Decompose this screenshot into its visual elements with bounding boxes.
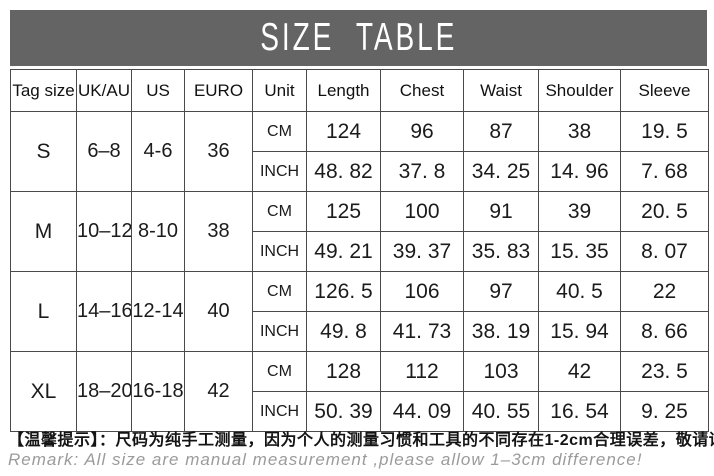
cell-s-inch-chest: 37. 8 (380, 151, 464, 192)
cell-xl-inch-waist: 40. 55 (463, 391, 539, 432)
cell-s-cm-shoulder: 38 (538, 111, 621, 152)
cell-m-inch-length: 49. 21 (306, 231, 381, 272)
row-m-inch: INCH 49. 21 39. 37 35. 83 15. 35 8. 07 (11, 231, 709, 272)
row-xl-inch: INCH 50. 39 44. 09 40. 55 16. 54 9. 25 (11, 391, 709, 432)
cell-xl-inch-unit: INCH (252, 391, 307, 432)
cell-xl-inch-length: 50. 39 (306, 391, 381, 432)
cell-m-cm-waist: 91 (463, 191, 539, 232)
cell-l-cm-chest: 106 (380, 271, 464, 312)
cell-s-inch-shoulder: 14. 96 (538, 151, 621, 192)
cell-l-inch-unit: INCH (252, 311, 307, 352)
header-us: US (131, 69, 185, 112)
cell-m-euro: 38 (184, 191, 253, 272)
header-chest: Chest (380, 69, 464, 112)
cell-l-tag: L (10, 271, 77, 352)
cell-l-inch-length: 49. 8 (306, 311, 381, 352)
row-s-inch: INCH 48. 82 37. 8 34. 25 14. 96 7. 68 (11, 151, 709, 192)
cell-s-ukau: 6–8 (76, 111, 132, 192)
cell-s-euro: 36 (184, 111, 253, 192)
cell-m-cm-sleeve: 20. 5 (620, 191, 709, 232)
header-unit: Unit (252, 69, 307, 112)
remark-english: Remark: All size are manual measurement … (8, 450, 643, 469)
row-xl-cm: XL 18–20 16-18 42 CM 128 112 103 42 23. … (10, 351, 709, 432)
cell-l-cm-waist: 97 (463, 271, 539, 312)
notice-chinese: 【温馨提示】：尺码为纯手工测量，因为个人的测量习惯和工具的不同存在1-2cm合理… (8, 432, 714, 449)
cell-l-cm-unit: CM (252, 271, 307, 312)
cell-s-tag: S (10, 111, 77, 192)
cell-l-cm-sleeve: 22 (620, 271, 709, 312)
cell-s-inch-unit: INCH (252, 151, 307, 192)
size-table: Tag size UK/AU US EURO Unit Length Chest… (10, 69, 709, 432)
cell-s-us: 4-6 (131, 111, 185, 192)
cell-xl-euro: 42 (184, 351, 253, 432)
cell-s-cm-chest: 96 (380, 111, 464, 152)
cell-xl-cm-waist: 103 (463, 351, 539, 392)
cell-s-cm-length: 124 (306, 111, 381, 152)
row-l-inch: INCH 49. 8 41. 73 38. 19 15. 94 8. 66 (11, 311, 709, 352)
cell-s-cm-waist: 87 (463, 111, 539, 152)
cell-m-inch-waist: 35. 83 (463, 231, 539, 272)
row-m-cm: M 10–12 8-10 38 CM 125 100 91 39 20. 5 (10, 191, 709, 272)
cell-m-inch-shoulder: 15. 35 (538, 231, 621, 272)
header-row: Tag size UK/AU US EURO Unit Length Chest… (10, 69, 709, 112)
cell-xl-cm-chest: 112 (380, 351, 464, 392)
header-uk-au: UK/AU (76, 69, 132, 112)
cell-l-inch-chest: 41. 73 (380, 311, 464, 352)
page-title: SIZE TABLE (260, 16, 457, 59)
cell-xl-cm-length: 128 (306, 351, 381, 392)
cell-m-cm-shoulder: 39 (538, 191, 621, 232)
cell-m-cm-chest: 100 (380, 191, 464, 232)
cell-xl-inch-sleeve: 9. 25 (620, 391, 709, 432)
cell-l-cm-length: 126. 5 (306, 271, 381, 312)
cell-s-inch-sleeve: 7. 68 (620, 151, 709, 192)
cell-s-inch-length: 48. 82 (306, 151, 381, 192)
title-bar: SIZE TABLE (10, 10, 707, 66)
row-s-cm: S 6–8 4-6 36 CM 124 96 87 38 19. 5 (10, 111, 709, 192)
header-waist: Waist (463, 69, 539, 112)
cell-l-us: 12-14 (131, 271, 185, 352)
cell-m-ukau: 10–12 (76, 191, 132, 272)
cell-l-euro: 40 (184, 271, 253, 352)
cell-m-cm-unit: CM (252, 191, 307, 232)
row-l-cm: L 14–16 12-14 40 CM 126. 5 106 97 40. 5 … (10, 271, 709, 352)
cell-xl-cm-unit: CM (252, 351, 307, 392)
cell-xl-us: 16-18 (131, 351, 185, 432)
cell-s-cm-unit: CM (252, 111, 307, 152)
cell-s-inch-waist: 34. 25 (463, 151, 539, 192)
cell-m-tag: M (10, 191, 77, 272)
header-length: Length (306, 69, 381, 112)
cell-xl-inch-chest: 44. 09 (380, 391, 464, 432)
cell-xl-cm-shoulder: 42 (538, 351, 621, 392)
header-euro: EURO (184, 69, 253, 112)
cell-m-cm-length: 125 (306, 191, 381, 232)
cell-m-us: 8-10 (131, 191, 185, 272)
cell-l-ukau: 14–16 (76, 271, 132, 352)
cell-m-inch-chest: 39. 37 (380, 231, 464, 272)
header-shoulder: Shoulder (538, 69, 621, 112)
cell-s-cm-sleeve: 19. 5 (620, 111, 709, 152)
cell-xl-cm-sleeve: 23. 5 (620, 351, 709, 392)
cell-xl-tag: XL (10, 351, 77, 432)
cell-l-inch-shoulder: 15. 94 (538, 311, 621, 352)
header-sleeve: Sleeve (620, 69, 709, 112)
cell-l-cm-shoulder: 40. 5 (538, 271, 621, 312)
cell-m-inch-sleeve: 8. 07 (620, 231, 709, 272)
header-tag-size: Tag size (10, 69, 77, 112)
cell-l-inch-waist: 38. 19 (463, 311, 539, 352)
cell-l-inch-sleeve: 8. 66 (620, 311, 709, 352)
cell-m-inch-unit: INCH (252, 231, 307, 272)
cell-xl-ukau: 18–20 (76, 351, 132, 432)
